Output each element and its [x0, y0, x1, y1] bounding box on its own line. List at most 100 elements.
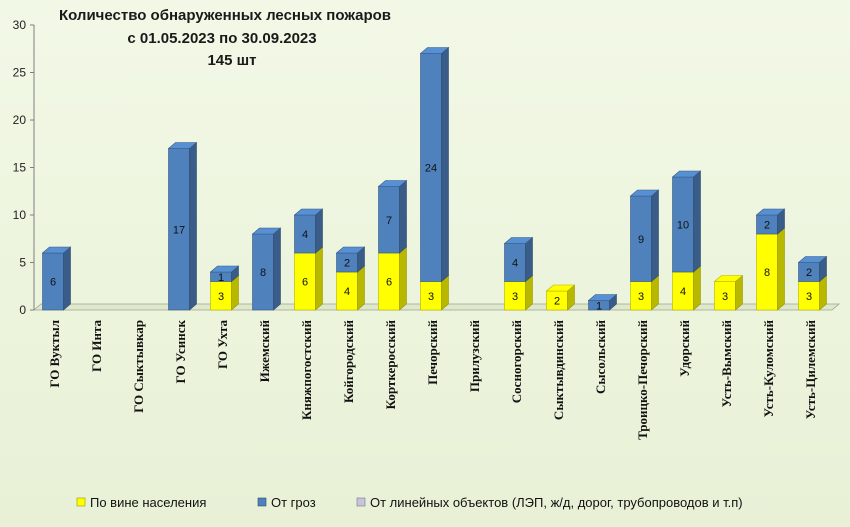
data-label: 24: [425, 163, 437, 175]
y-tick-label: 10: [13, 208, 27, 222]
legend-label: От линейных объектов (ЛЭП, ж/д, дорог, т…: [370, 495, 743, 510]
bar-side: [399, 179, 407, 254]
bar-top: [755, 208, 786, 216]
bar-segment: 2: [755, 208, 786, 235]
bar-segment: 7: [377, 179, 408, 254]
bar-segment: 4: [671, 265, 702, 311]
bar-segment: 4: [503, 236, 534, 283]
category-label: ГО Усинск: [173, 320, 188, 384]
bar-segment: 1: [587, 293, 618, 312]
category-label: ГО Инта: [89, 320, 104, 372]
bar-segment: 6: [41, 246, 72, 311]
data-label: 8: [764, 267, 770, 279]
bar-top: [335, 246, 366, 254]
bar-top: [41, 246, 72, 254]
data-label: 3: [428, 291, 434, 303]
bar-side: [651, 189, 659, 283]
bar-segment: 10: [671, 170, 702, 273]
bar-top: [377, 180, 408, 187]
bar-top: [209, 265, 240, 273]
bar-top: [587, 294, 618, 301]
bar-top: [251, 227, 282, 235]
data-label: 2: [764, 220, 770, 232]
y-tick-label: 0: [19, 303, 26, 317]
bar-side: [63, 246, 71, 311]
bar-top: [503, 237, 534, 244]
chart-title: Количество обнаруженных лесных пожаров с …: [59, 7, 391, 69]
data-label: 2: [554, 296, 560, 308]
data-label: 4: [344, 286, 350, 298]
bar-segment: 3: [713, 274, 744, 311]
data-label: 2: [806, 267, 812, 279]
data-label: 9: [638, 234, 644, 246]
category-label: Прилузский: [467, 319, 482, 392]
title-line: Количество обнаруженных лесных пожаров: [59, 7, 391, 24]
bar-segment: 4: [293, 208, 324, 254]
y-tick-label: 5: [19, 256, 26, 270]
data-label: 10: [677, 220, 689, 232]
y-axis: 0 5 10 15 20 25 30: [13, 18, 35, 317]
bar-side: [441, 46, 449, 283]
bar-segment: 2: [797, 255, 828, 283]
category-label: ГО Вуктыл: [47, 320, 62, 388]
title-line: с 01.05.2023 по 30.09.2023: [127, 30, 316, 47]
title-line: 145 шт: [207, 52, 256, 69]
category-label: ГО Ухта: [215, 320, 230, 370]
data-label: 4: [512, 258, 518, 270]
data-label: 3: [638, 291, 644, 303]
y-tick-label: 15: [13, 161, 27, 175]
data-label: 8: [260, 267, 266, 279]
bar-segment: 4: [335, 265, 366, 311]
bar-side: [693, 170, 701, 273]
category-label: Печорский: [425, 320, 440, 385]
legend-label: От гроз: [271, 495, 316, 510]
category-label: Сыктывдинский: [551, 319, 566, 420]
category-labels: ГО Вуктыл ГО Инта ГО Сыктывкар ГО Усинск ГО …: [47, 319, 818, 439]
bar-segment: 2: [545, 284, 576, 311]
legend-swatch: [257, 497, 267, 507]
data-label: 6: [50, 277, 56, 289]
data-label: 4: [680, 286, 686, 298]
data-label: 6: [386, 277, 392, 289]
bar-top: [293, 208, 324, 216]
bar-top: [419, 47, 450, 54]
bar-top: [797, 256, 828, 263]
bar-segment: 8: [251, 227, 282, 311]
category-label: Койгородский: [341, 320, 356, 404]
category-label: Удорский: [677, 319, 692, 376]
category-label: Ижемский: [257, 319, 272, 382]
bar-top: [629, 189, 660, 197]
data-label: 7: [386, 215, 392, 227]
data-label: 1: [218, 272, 224, 284]
y-tick-label: 20: [13, 113, 27, 127]
bar-side: [399, 246, 407, 311]
data-label: 3: [722, 291, 728, 303]
bar-side: [525, 236, 533, 283]
legend-swatch: [356, 497, 366, 507]
data-label: 6: [302, 277, 308, 289]
bar-side: [357, 265, 365, 311]
bar-segment: 9: [629, 189, 660, 283]
bar-top: [713, 275, 744, 282]
category-label: Корткеросский: [383, 319, 398, 409]
category-label: ГО Сыктывкар: [131, 320, 146, 413]
data-label: 3: [218, 291, 224, 303]
bar-segment: 17: [167, 141, 198, 311]
bar-top: [545, 284, 576, 292]
data-label: 2: [344, 258, 350, 270]
legend: По вине населения От гроз От линейных объе…: [76, 495, 743, 510]
data-label: 3: [806, 291, 812, 303]
category-label: Сосногорский: [509, 319, 524, 403]
legend-swatch: [76, 497, 86, 507]
bar-segment: 2: [335, 246, 366, 273]
bar-segment: 24: [419, 46, 450, 283]
category-label: Усть-Куломский: [761, 319, 776, 417]
data-label: 3: [512, 291, 518, 303]
bar-top: [167, 142, 198, 149]
bar-segment: 1: [209, 265, 240, 284]
y-tick-label: 30: [13, 18, 27, 32]
bar-side: [189, 141, 197, 311]
legend-label: По вине населения: [90, 495, 206, 510]
bar-side: [777, 227, 785, 311]
